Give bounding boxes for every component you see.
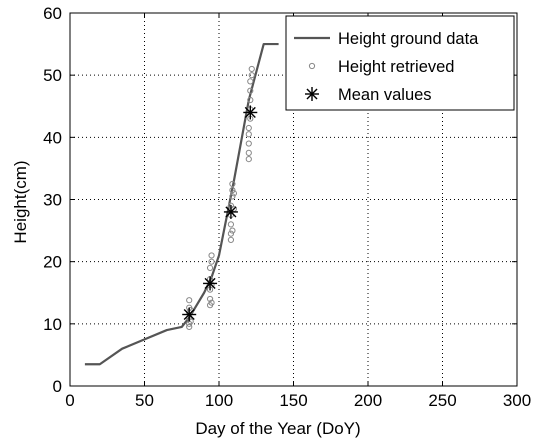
retrieved-point bbox=[187, 318, 194, 325]
x-tick-label: 100 bbox=[205, 391, 233, 410]
legend-box bbox=[285, 15, 515, 111]
retrieved-point bbox=[186, 323, 193, 331]
legend-item: Height retrieved bbox=[308, 58, 454, 76]
legend-label: Mean values bbox=[338, 86, 432, 104]
retrieved-point bbox=[245, 131, 252, 138]
retrieved-point bbox=[247, 78, 254, 85]
y-tick-label: 40 bbox=[43, 128, 62, 147]
legend-label: Height ground data bbox=[338, 30, 479, 48]
legend-item: Height ground data bbox=[294, 30, 479, 48]
retrieved-point bbox=[245, 124, 252, 132]
retrieved-point bbox=[206, 295, 214, 303]
legend-circle-swatch bbox=[308, 62, 316, 70]
y-tick-label: 20 bbox=[43, 253, 62, 272]
mean-value-point bbox=[203, 276, 218, 291]
x-tick-labels: 0 50 100 150 200 250 300 bbox=[65, 391, 531, 410]
x-tick-label: 200 bbox=[354, 391, 382, 410]
retrieved-point bbox=[208, 299, 215, 306]
mean-value-point bbox=[223, 204, 238, 219]
y-axis-label: Height(cm) bbox=[11, 160, 30, 243]
x-tick-label: 150 bbox=[279, 391, 307, 410]
legend-item: Mean values bbox=[305, 86, 432, 104]
mean-value-point bbox=[243, 105, 258, 120]
legend: Height ground data Height retrieved Mean v… bbox=[285, 15, 515, 111]
retrieved-point bbox=[230, 190, 237, 197]
y-tick-labels: 0 10 20 30 40 50 60 bbox=[43, 4, 62, 396]
retrieved-point bbox=[208, 252, 215, 259]
x-axis-label: Day of the Year (DoY) bbox=[195, 419, 360, 438]
retrieved-point bbox=[247, 87, 254, 94]
retrieved-point bbox=[247, 96, 254, 104]
mean-value-point bbox=[182, 307, 197, 322]
x-tick-label: 250 bbox=[428, 391, 456, 410]
y-tick-label: 60 bbox=[43, 4, 62, 23]
retrieved-point bbox=[227, 236, 235, 244]
retrieved-point bbox=[227, 221, 235, 228]
legend-label: Height retrieved bbox=[338, 58, 454, 76]
x-tick-label: 50 bbox=[135, 391, 154, 410]
retrieved-point bbox=[229, 187, 236, 194]
x-tick-label: 300 bbox=[503, 391, 531, 410]
y-tick-label: 50 bbox=[43, 66, 62, 85]
retrieved-point bbox=[229, 180, 236, 188]
series-line-ground-data bbox=[84, 42, 279, 366]
retrieved-point bbox=[229, 227, 236, 234]
retrieved-point bbox=[208, 258, 215, 265]
y-tick-label: 30 bbox=[43, 191, 62, 210]
legend-asterisk-swatch bbox=[305, 87, 319, 101]
retrieved-point bbox=[248, 72, 255, 79]
retrieved-point bbox=[248, 65, 255, 73]
retrieved-point bbox=[245, 140, 252, 147]
axes-frame bbox=[69, 12, 518, 387]
y-tick-label: 10 bbox=[43, 315, 62, 334]
plot-area bbox=[84, 42, 279, 366]
y-tick-label: 0 bbox=[53, 377, 62, 396]
retrieved-point bbox=[206, 264, 214, 271]
retrieved-point bbox=[229, 193, 236, 200]
x-tick-label: 0 bbox=[65, 391, 74, 410]
retrieved-point bbox=[227, 230, 235, 237]
retrieved-point bbox=[245, 149, 252, 156]
retrieved-point bbox=[186, 297, 193, 304]
retrieved-point bbox=[245, 155, 252, 163]
